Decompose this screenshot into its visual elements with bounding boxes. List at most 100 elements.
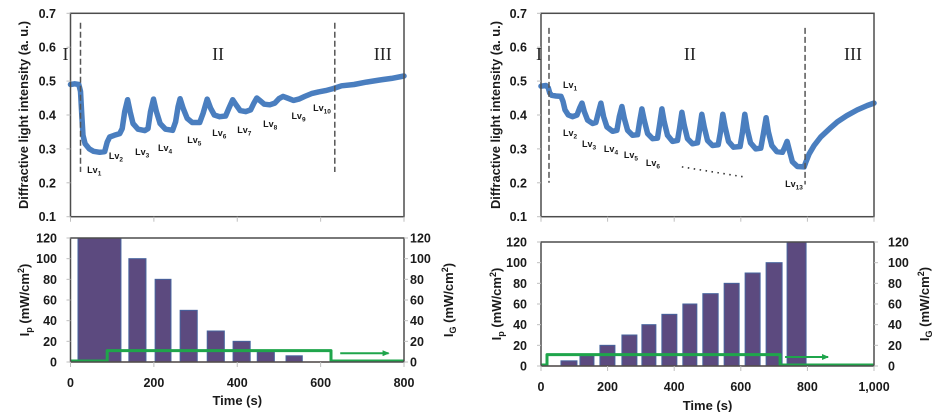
y-axis-title: Diffractive light intensity (a. u.) <box>16 21 31 209</box>
ig-step-line <box>541 353 874 367</box>
axis-unit-close: ) <box>489 268 504 272</box>
level-label-base: Lv <box>187 135 198 145</box>
level-label-base: Lv <box>313 103 324 113</box>
bar <box>744 272 761 367</box>
y-tick-label: 0.4 <box>39 109 56 123</box>
x-tick-label: 600 <box>730 380 751 394</box>
level-label-base: Lv <box>563 80 574 90</box>
level-label-subscript: 6 <box>656 164 660 171</box>
stage-label: II <box>684 44 696 64</box>
y-axis-title: Ip (mW/cm2) <box>16 264 34 337</box>
y-tick-label: 120 <box>506 236 527 250</box>
axis-symbol: I <box>441 333 456 337</box>
bar <box>641 324 657 367</box>
level-label: Lv3 <box>582 139 597 152</box>
y-tick-label: 20 <box>43 335 57 349</box>
chart-left-irradiance: 0 200 400 600 800 0 20 40 60 80 100 120 0 20 40 60 80 100… <box>16 232 458 409</box>
y-tick-label: 0.4 <box>510 109 527 123</box>
axis-symbol: I <box>17 333 32 337</box>
x-tick-label: 600 <box>310 376 331 390</box>
level-label-subscript: 2 <box>573 133 577 140</box>
y-tick-label: 0 <box>50 356 57 370</box>
y2-axis-title: IG (mW/cm2) <box>916 267 934 341</box>
x-tick-label: 200 <box>143 376 164 390</box>
axis-superscript: 2 <box>488 272 498 277</box>
level-label-subscript: 4 <box>614 149 618 156</box>
level-label-base: Lv <box>87 165 98 175</box>
level-label-subscript: 3 <box>592 145 596 152</box>
y2-tick-label: 20 <box>410 335 424 349</box>
axis-symbol: I <box>917 337 932 341</box>
y-tick-label: 0.2 <box>510 176 527 190</box>
level-label-subscript: 13 <box>796 185 804 192</box>
level-label-base: Lv <box>646 158 657 168</box>
level-label-base: Lv <box>624 150 635 160</box>
axis-subscript: G <box>448 326 458 333</box>
y-tick-label: 0.7 <box>510 7 527 21</box>
level-label-base: Lv <box>135 147 146 157</box>
level-label-subscript: 5 <box>634 156 638 163</box>
y2-tick-label: 0 <box>410 356 417 370</box>
axis-unit: (mW/cm <box>441 272 456 326</box>
stage-label: I <box>536 44 542 64</box>
level-label-base: Lv <box>582 139 593 149</box>
level-label-base: Lv <box>109 151 120 161</box>
level-label-subscript: 6 <box>223 133 227 140</box>
x-tick-label: 1,000 <box>858 380 889 394</box>
x-tick-label: 400 <box>227 376 248 390</box>
level-label-base: Lv <box>212 128 223 138</box>
bar <box>77 237 122 363</box>
bar <box>285 355 303 363</box>
level-label-subscript: 1 <box>573 86 577 93</box>
level-label: Lv6 <box>646 158 661 171</box>
level-label-base: Lv <box>263 119 274 129</box>
bar <box>786 241 807 367</box>
level-label: Lv10 <box>313 103 331 116</box>
level-label-base: Lv <box>237 125 248 135</box>
level-label-base: Lv <box>291 111 302 121</box>
chart-right-irradiance: 0 200 400 600 800 1,000 0 20 40 60 80 100 120 0 20 40 60… <box>488 236 934 412</box>
bar <box>128 258 147 363</box>
level-label: Lv1 <box>87 165 102 178</box>
y-tick-label: 120 <box>36 232 57 246</box>
level-label: Lv8 <box>263 119 278 132</box>
y-tick-label: 0.6 <box>510 41 527 55</box>
y-tick-label: 0.3 <box>510 142 527 156</box>
y-tick-label: 0.2 <box>39 176 56 190</box>
continuation-dotted-line <box>681 166 747 179</box>
bar <box>560 360 578 367</box>
y-tick-label: 60 <box>43 294 57 308</box>
level-label: Lv6 <box>212 128 227 141</box>
y-tick-label: 80 <box>43 273 57 287</box>
axis-superscript: 2 <box>916 271 926 276</box>
x-axis-title: Time (s) <box>212 393 262 408</box>
level-label: Lv3 <box>135 147 150 160</box>
level-label-subscript: 4 <box>169 148 173 155</box>
level-label-base: Lv <box>158 143 169 153</box>
x-tick-label: 200 <box>597 380 618 394</box>
axis-unit-close: ) <box>917 267 932 271</box>
bar <box>765 262 783 367</box>
x-tick-label: 0 <box>67 376 74 390</box>
axis-unit: (mW/cm <box>17 273 32 327</box>
chart-left-intensity: 0.10.20.30.40.50.60.7I II IIILv1Lv2Lv3Lv4L… <box>16 7 407 224</box>
level-label: Lv5 <box>187 135 202 148</box>
level-label: Lv1 <box>563 80 578 93</box>
y2-tick-label: 60 <box>888 298 902 312</box>
level-label-subscript: 10 <box>324 108 332 115</box>
y2-axis-title: IG (mW/cm2) <box>440 263 458 337</box>
y2-tick-label: 80 <box>888 277 902 291</box>
y2-tick-label: 80 <box>410 273 424 287</box>
axis-subscript: p <box>496 331 506 337</box>
y-tick-label: 100 <box>506 256 527 270</box>
axis-unit-close: ) <box>441 263 456 267</box>
bar <box>256 351 275 363</box>
y2-tick-label: 20 <box>888 339 902 353</box>
level-label-base: Lv <box>785 179 796 189</box>
bar <box>179 309 198 363</box>
intensity-curve <box>538 82 877 170</box>
bar <box>206 330 225 363</box>
axis-unit: (mW/cm <box>917 276 932 330</box>
bar <box>621 334 638 367</box>
